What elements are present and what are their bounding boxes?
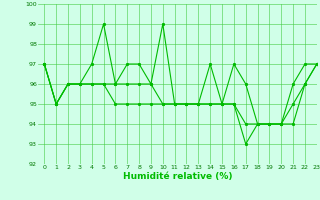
X-axis label: Humidité relative (%): Humidité relative (%): [123, 172, 232, 181]
